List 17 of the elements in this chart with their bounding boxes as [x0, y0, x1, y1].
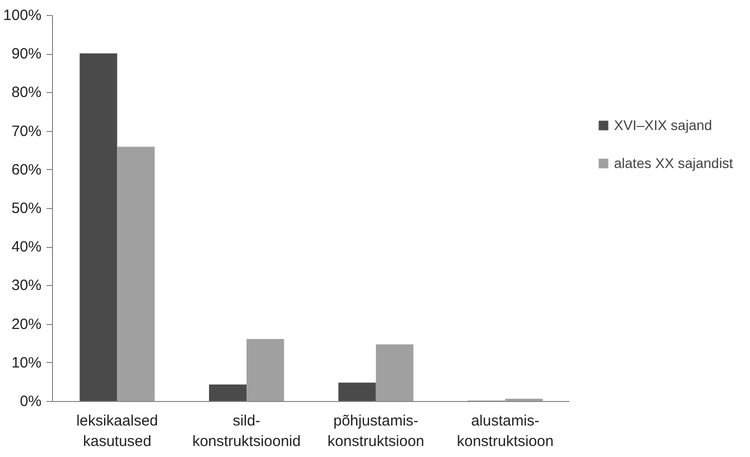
- y-tick-label: 90%: [11, 46, 42, 63]
- y-tick-label: 60%: [11, 161, 42, 178]
- x-tick-label: sild- konstruktsioonid: [192, 412, 301, 450]
- y-tick-label: 40%: [11, 238, 42, 256]
- x-tick-label: põhjustamis- konstruktsioon: [328, 412, 424, 450]
- y-tick-label: 50%: [11, 200, 42, 217]
- x-tick-label: leksikaalsed kasutused: [76, 412, 158, 450]
- legend-label: XVI–XIX sajand: [614, 117, 712, 133]
- y-tick-label: 80%: [11, 84, 42, 102]
- y-tick-label: 70%: [11, 122, 42, 140]
- legend-label: alates XX sajandist: [614, 155, 734, 171]
- y-tick-label: 0%: [20, 393, 42, 410]
- y-tick-label: 100%: [3, 7, 42, 24]
- y-tick-label: 10%: [11, 354, 42, 372]
- y-tick-label: 20%: [11, 316, 42, 333]
- x-tick-label: alustamis- konstruktsioon: [456, 412, 554, 450]
- y-tick-label: 30%: [11, 277, 42, 294]
